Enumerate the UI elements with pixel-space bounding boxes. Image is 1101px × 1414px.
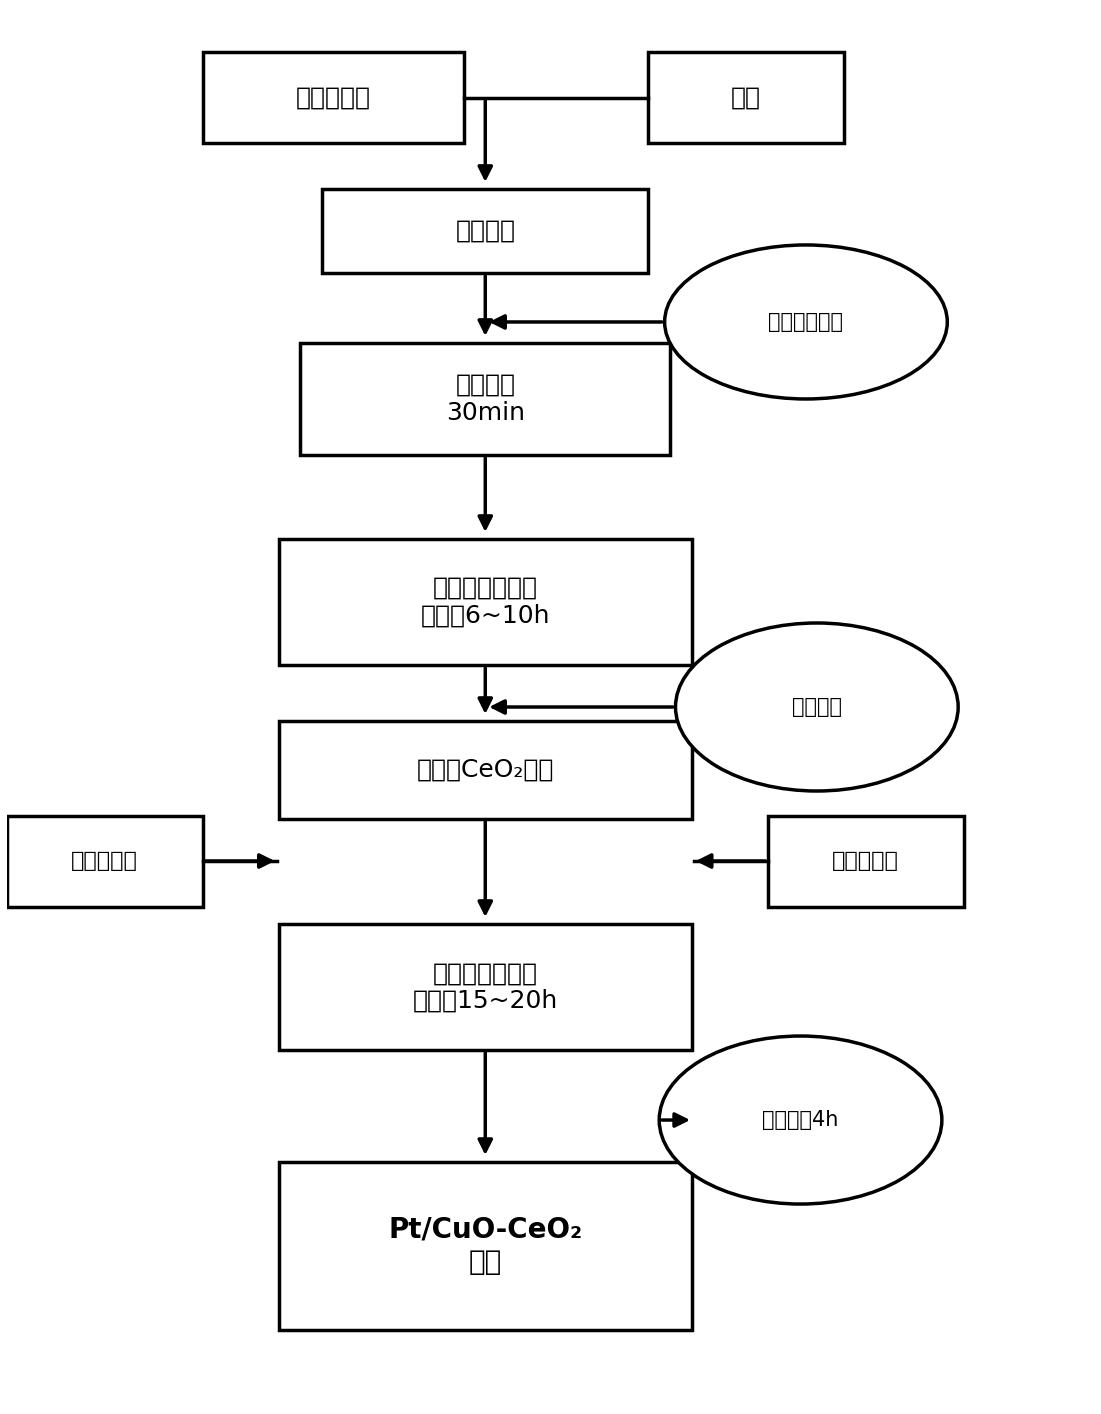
FancyBboxPatch shape xyxy=(279,721,691,819)
FancyBboxPatch shape xyxy=(203,52,464,143)
Ellipse shape xyxy=(676,624,958,790)
Text: 过滤、洗涤，恒
温干燥15~20h: 过滤、洗涤，恒 温干燥15~20h xyxy=(413,962,558,1012)
FancyBboxPatch shape xyxy=(648,52,844,143)
Text: 微波水热
30min: 微波水热 30min xyxy=(446,373,525,424)
Text: 含铈化合物: 含铈化合物 xyxy=(295,86,371,110)
Text: 恒温煅烧4h: 恒温煅烧4h xyxy=(762,1110,839,1130)
FancyBboxPatch shape xyxy=(279,539,691,665)
Text: 恒温煅烧: 恒温煅烧 xyxy=(792,697,842,717)
Ellipse shape xyxy=(659,1036,941,1205)
FancyBboxPatch shape xyxy=(279,923,691,1051)
FancyBboxPatch shape xyxy=(7,816,203,906)
Text: 含铜化合物: 含铜化合物 xyxy=(832,851,900,871)
FancyBboxPatch shape xyxy=(279,1162,691,1331)
Text: 过滤、洗涤，恒
温干燥6~10h: 过滤、洗涤，恒 温干燥6~10h xyxy=(421,575,550,628)
Text: Pt/CuO-CeO₂
粉末: Pt/CuO-CeO₂ 粉末 xyxy=(389,1216,582,1277)
FancyBboxPatch shape xyxy=(301,344,671,455)
Text: 尿素: 尿素 xyxy=(731,86,761,110)
FancyBboxPatch shape xyxy=(767,816,963,906)
Text: 搅拌混合均匀: 搅拌混合均匀 xyxy=(768,312,843,332)
Text: 含铂化合物: 含铂化合物 xyxy=(72,851,139,871)
FancyBboxPatch shape xyxy=(323,189,648,273)
Text: 球壳型CeO₂粉末: 球壳型CeO₂粉末 xyxy=(416,758,554,782)
Text: 去离子水: 去离子水 xyxy=(456,219,515,243)
Ellipse shape xyxy=(665,245,947,399)
